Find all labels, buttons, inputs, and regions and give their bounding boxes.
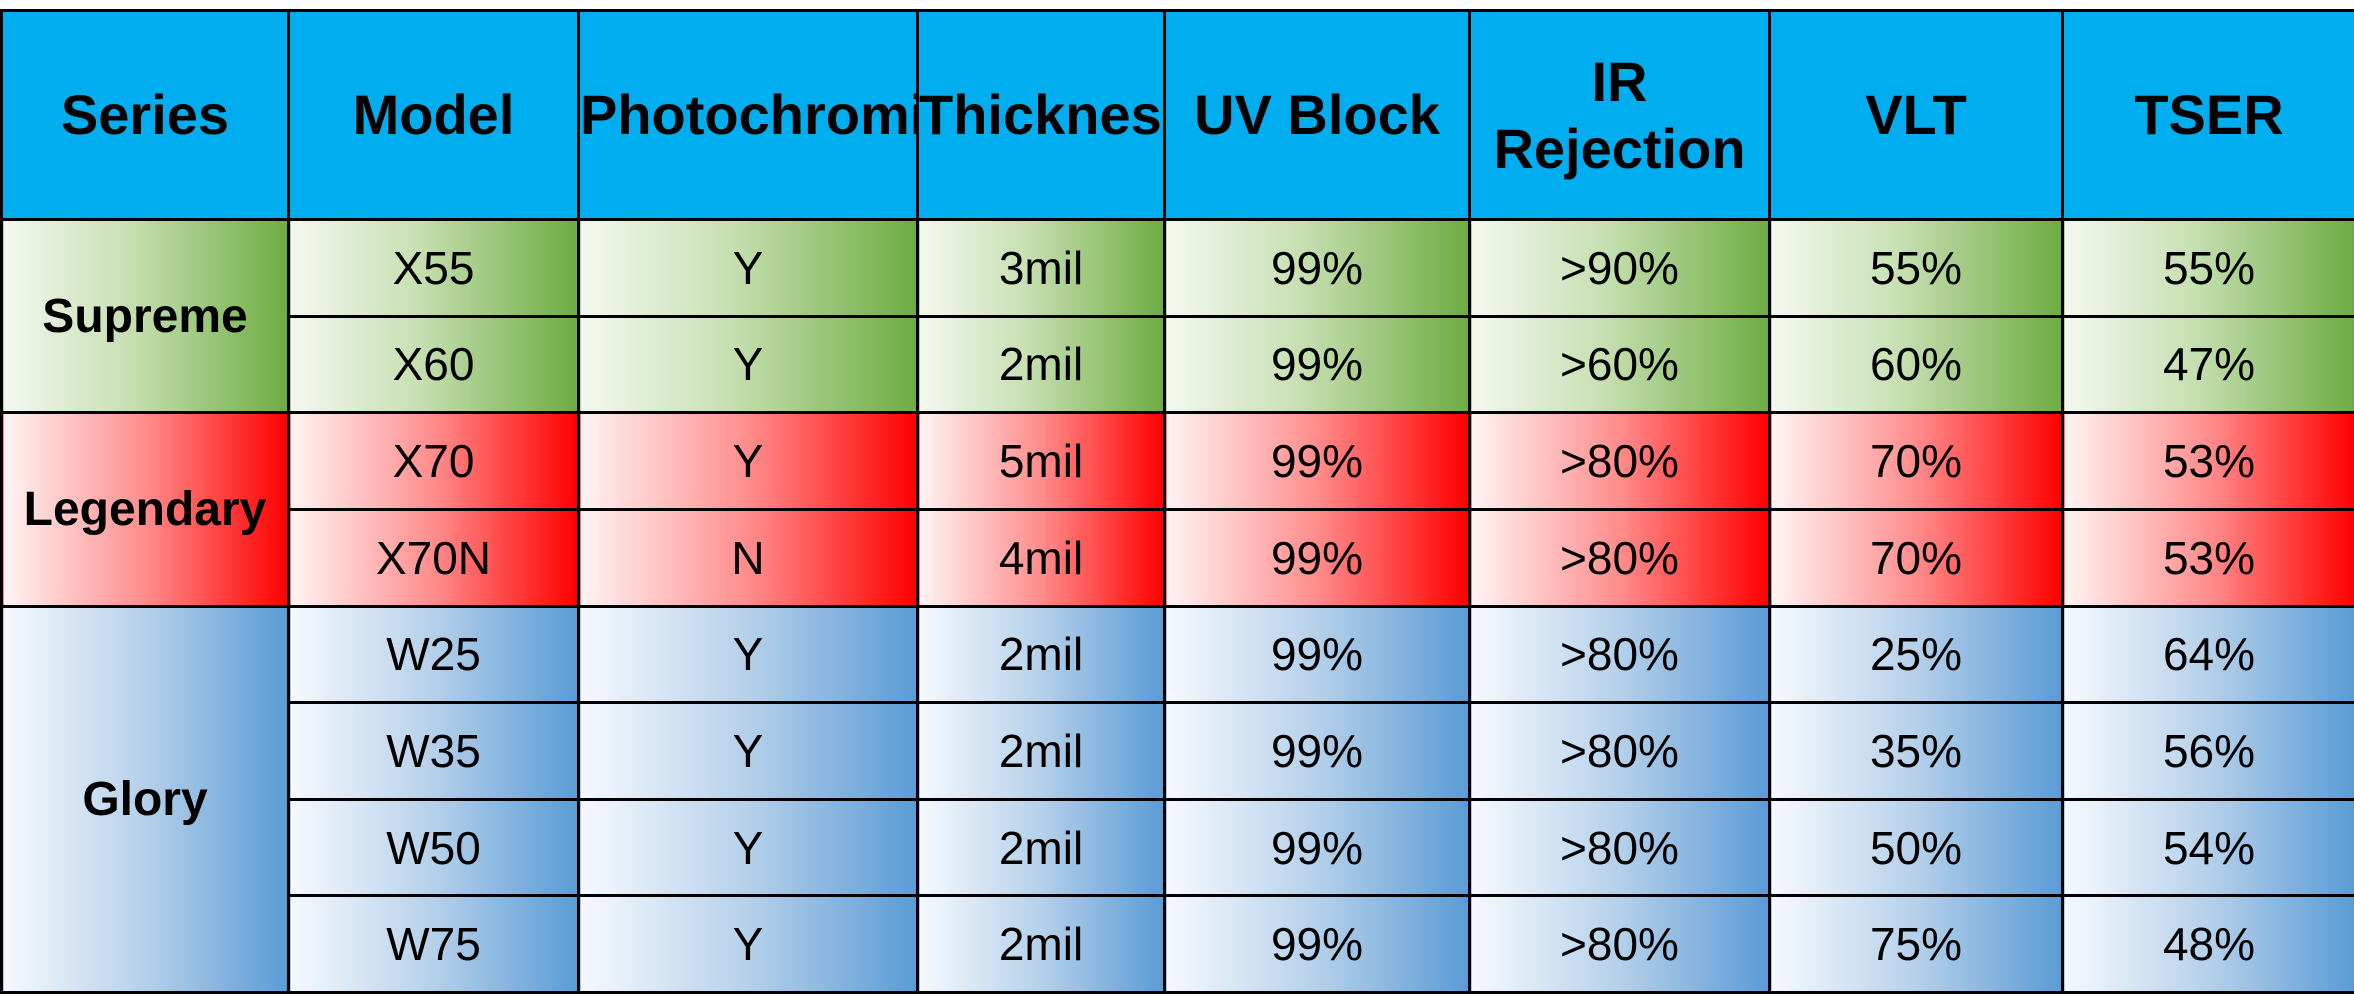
- ir-rejection-cell: >60%: [1468, 314, 1771, 415]
- model-cell: X55: [287, 218, 580, 318]
- thickness-cell: 2mil: [916, 314, 1166, 415]
- table-row: W50 Y 2mil 99% >80% 50% 54%: [2, 797, 2354, 898]
- uv-block-cell: 99%: [1163, 314, 1471, 415]
- uv-block-cell: 99%: [1163, 797, 1471, 898]
- photochromic-cell: Y: [577, 218, 919, 318]
- uv-block-cell: 99%: [1163, 701, 1471, 801]
- header-ir-rejection: IR Rejection: [1468, 9, 1771, 221]
- table-row: Glory W25 Y 2mil 99% >80% 25% 64%: [0, 604, 2354, 994]
- table-row: W75 Y 2mil 99% >80% 75% 48%: [2, 894, 2354, 994]
- vlt-cell: 25%: [1768, 604, 2064, 705]
- vlt-cell: 75%: [1768, 894, 2064, 994]
- thickness-cell: 3mil: [916, 218, 1166, 318]
- thickness-cell: 2mil: [916, 701, 1166, 801]
- header-tser: TSER: [2061, 9, 2354, 221]
- model-cell: W50: [287, 797, 580, 898]
- ir-rejection-cell: >90%: [1468, 218, 1771, 318]
- uv-block-cell: 99%: [1163, 894, 1471, 994]
- thickness-cell: 2mil: [916, 797, 1166, 898]
- photochromic-cell: Y: [577, 701, 919, 801]
- model-cell: W35: [287, 701, 580, 801]
- table-row: W35 Y 2mil 99% >80% 35% 56%: [2, 701, 2354, 801]
- table-row: X60 Y 2mil 99% >60% 60% 47%: [2, 314, 2354, 415]
- tser-cell: 54%: [2061, 797, 2354, 898]
- ir-rejection-cell: >80%: [1468, 894, 1771, 994]
- tser-cell: 56%: [2061, 701, 2354, 801]
- model-cell: X70: [287, 411, 580, 511]
- photochromic-cell: N: [577, 507, 919, 608]
- header-thickness: Thickness: [916, 9, 1166, 221]
- ir-rejection-cell: >80%: [1468, 701, 1771, 801]
- thickness-cell: 4mil: [916, 507, 1166, 608]
- header-model: Model: [287, 9, 580, 221]
- uv-block-cell: 99%: [1163, 411, 1471, 511]
- model-cell: W25: [287, 604, 580, 705]
- photochromic-cell: Y: [577, 314, 919, 415]
- header-series: Series: [0, 9, 290, 221]
- header-uv-block: UV Block: [1163, 9, 1471, 221]
- uv-block-cell: 99%: [1163, 218, 1471, 318]
- thickness-cell: 2mil: [916, 894, 1166, 994]
- tser-cell: 48%: [2061, 894, 2354, 994]
- model-cell: X60: [287, 314, 580, 415]
- tser-cell: 53%: [2061, 507, 2354, 608]
- vlt-cell: 60%: [1768, 314, 2064, 415]
- model-cell: W75: [287, 894, 580, 994]
- series-cell: Legendary: [0, 411, 290, 608]
- table-row: Legendary X70 Y 5mil 99% >80% 70% 53%: [0, 411, 2354, 608]
- tser-cell: 64%: [2061, 604, 2354, 705]
- tser-cell: 53%: [2061, 411, 2354, 511]
- ir-rejection-cell: >80%: [1468, 797, 1771, 898]
- vlt-cell: 70%: [1768, 507, 2064, 608]
- photochromic-cell: Y: [577, 894, 919, 994]
- series-cell: Supreme: [0, 217, 290, 415]
- tser-cell: 55%: [2061, 218, 2354, 318]
- photochromic-cell: Y: [577, 797, 919, 898]
- table-body: Supreme X55 Y 3mil 99% >90% 55% 55% X60 Y 2mil 99% >…: [0, 217, 2354, 994]
- thickness-cell: 5mil: [916, 411, 1166, 511]
- uv-block-cell: 99%: [1163, 604, 1471, 705]
- model-cell: X70N: [287, 507, 580, 608]
- vlt-cell: 55%: [1768, 218, 2064, 318]
- ir-rejection-cell: >80%: [1468, 411, 1771, 511]
- vlt-cell: 50%: [1768, 797, 2064, 898]
- ir-rejection-cell: >80%: [1468, 507, 1771, 608]
- table-row: Supreme X55 Y 3mil 99% >90% 55% 55%: [0, 217, 2354, 415]
- photochromic-cell: Y: [577, 604, 919, 705]
- tser-cell: 47%: [2061, 314, 2354, 415]
- uv-block-cell: 99%: [1163, 507, 1471, 608]
- photochromic-cell: Y: [577, 411, 919, 511]
- header-photochromic: Photochromic: [577, 9, 919, 221]
- ir-rejection-cell: >80%: [1468, 604, 1771, 705]
- vlt-cell: 70%: [1768, 411, 2064, 511]
- film-spec-table: Series Model Photochromic Thickness UV B…: [0, 9, 2354, 994]
- vlt-cell: 35%: [1768, 701, 2064, 801]
- thickness-cell: 2mil: [916, 604, 1166, 705]
- table-header-row: Series Model Photochromic Thickness UV B…: [0, 9, 2354, 221]
- series-cell: Glory: [0, 604, 290, 994]
- header-vlt: VLT: [1768, 9, 2064, 221]
- table-row: X70N N 4mil 99% >80% 70% 53%: [2, 507, 2354, 608]
